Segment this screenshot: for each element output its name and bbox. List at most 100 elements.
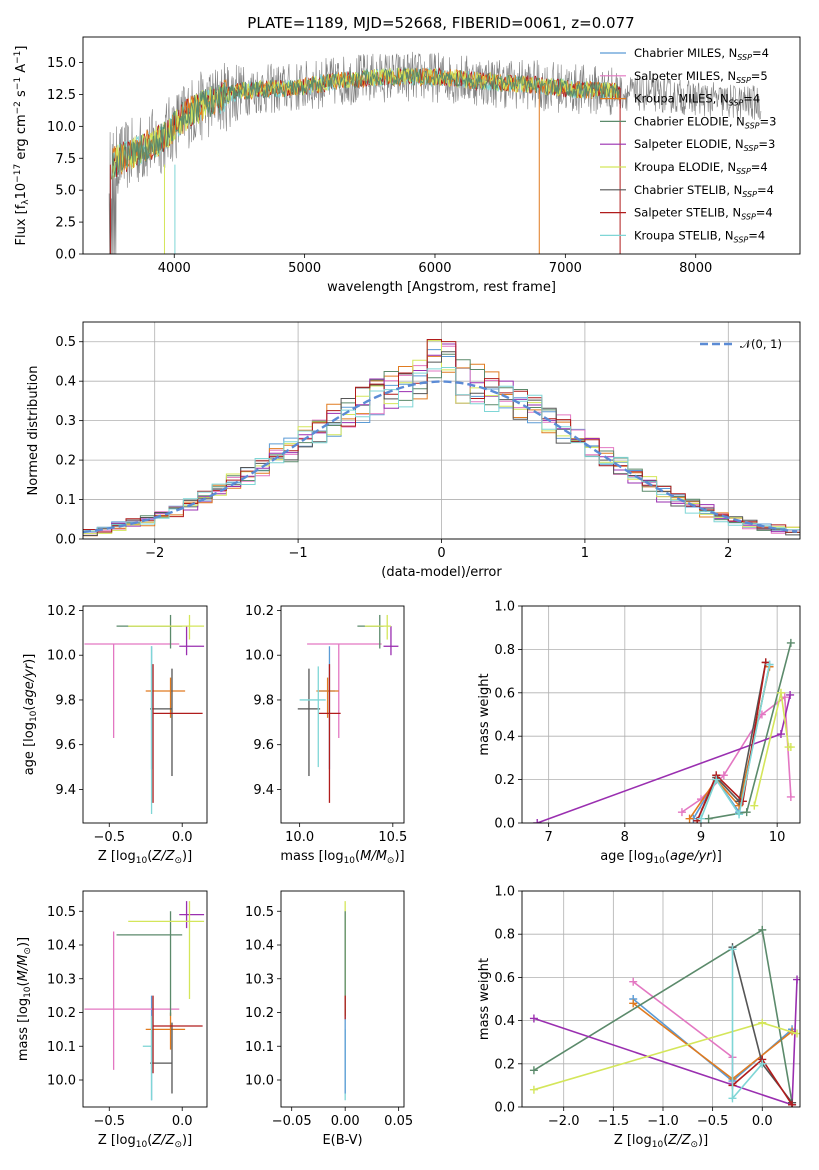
legend-entry: 𝒩(0, 1) [740,337,782,351]
y-tick-label: 9.4 [55,783,76,798]
y-tick-label: 5.0 [55,184,76,199]
y-tick-label: 10.2 [47,604,76,619]
plot-area [533,638,795,823]
data-point [685,814,694,823]
series-salpeter-elodie [533,690,795,823]
legend-entry: Chabrier ELODIE, NSSP=3 [634,114,776,130]
series-kroupa-elodie [529,1018,800,1094]
errorbar-kroupa-elodie [364,614,391,640]
x-tick-label: 7000 [549,261,582,276]
y-tick-label: 10.0 [47,1074,76,1089]
data-point [529,1066,538,1075]
panel-mass-vs-EBV: −0.05 0.00 0.05 10.0 10.1 10.2 10.3 10.4 10.5 E(B… [245,890,413,1148]
y-tick-label: 10.0 [47,649,76,664]
x-tick-label: −2 [145,546,164,561]
x-axis-label: (data-model)/error [381,565,502,580]
x-tick-label: −1.0 [647,1114,679,1129]
errorbar-kroupa-stelib [142,1015,153,1101]
y-axis-label: Normed distribution [26,366,41,496]
y-tick-label: 0.3 [55,414,76,429]
plot-area [529,925,800,1107]
errorbar-kroupa-miles [145,1012,186,1050]
y-tick-label: 15.0 [47,56,76,71]
errorbar-kroupa-elodie [128,901,205,999]
legend-entry: Kroupa STELIB, NSSP=4 [634,228,765,244]
errorbar-salpeter-stelib [318,664,341,803]
x-axis-label: Z [log10(Z/Z⊙)] [98,849,192,866]
axes-frame [82,321,801,540]
panel-mass-weight-vs-age: 7 8 9 10 0.0 0.2 0.4 0.6 0.8 1.0 age [log10(age/yr… [477,600,801,866]
errorbar-chabrier-miles [318,646,336,770]
x-tick-label: −0.05 [272,1114,312,1129]
y-tick-label: 0.1 [55,493,76,508]
x-axis-label: E(B-V) [322,1133,362,1148]
plot-area [108,51,762,254]
x-tick-label: −0.5 [697,1114,729,1129]
y-tick-label: 0.4 [55,375,76,390]
x-tick-label: 0.05 [384,1114,413,1129]
series-line [533,1021,798,1091]
data-point [529,1085,538,1094]
x-tick-label: 7 [545,830,553,845]
errorbar-salpeter-stelib [152,664,203,803]
x-tick-label: 0.0 [752,1114,773,1129]
errorbar-chabrier-stelib [297,668,321,777]
plot-area [84,901,205,1101]
series-kroupa-stelib [696,660,774,823]
y-axis-label: age [log10(age/yr)] [22,654,39,776]
data-point [529,1014,538,1023]
y-tick-label: 0.2 [494,1057,515,1072]
x-axis-label: Z [log10(Z/Z⊙)] [614,1133,708,1150]
x-tick-label: −0.5 [93,830,125,845]
y-tick-label: 0.4 [494,730,515,745]
y-tick-label: 0.5 [55,335,76,350]
y-tick-label: 10.1 [245,1040,274,1055]
data-point [788,1100,797,1107]
x-axis-label: mass [log10(M/M⊙)] [280,849,404,866]
y-tick-label: 1.0 [494,600,515,615]
x-tick-label: 10.0 [285,830,314,845]
histogram-kroupa-stelib [83,367,800,532]
errorbar-kroupa-miles [316,677,339,718]
data-point [742,808,751,817]
data-point [677,808,686,817]
errorbar-salpeter-elodie [179,626,205,656]
y-tick-label: 0.4 [494,1014,515,1029]
axes-frame [521,605,801,824]
legend: Chabrier MILES, NSSP=4 Salpeter MILES, NS… [600,46,776,244]
series-line [536,694,791,823]
histogram-salpeter-stelib [83,339,800,533]
panel-residuals: −2 −1 0 1 2 0.0 0.1 0.2 0.3 0.4 0.5 𝒩(0, 1) (data-mo… [26,321,801,580]
y-axis-label: mass weight [477,673,492,755]
panel-spectrum: 4000 5000 6000 7000 8000 0.0 2.5 5.0 7.5 10.0 12.5… [13,36,801,295]
y-tick-label: 0.0 [55,533,76,548]
model-line-chabrier-elodie [111,66,621,180]
legend-entry: Chabrier MILES, NSSP=4 [634,46,769,62]
data-point [765,660,774,669]
panel-age-vs-Z: −0.5 0.0 9.4 9.6 9.8 10.0 10.2 Z [log10(Z/Z⊙)] a… [22,604,208,866]
data-point [786,743,795,752]
errorbar-chabrier-elodie [116,911,183,1016]
y-tick-label: 0.0 [494,817,515,832]
data-point [728,945,737,954]
x-tick-label: 8000 [679,261,712,276]
data-point [712,775,721,784]
y-tick-label: 9.8 [253,693,274,708]
y-tick-label: 10.5 [47,905,76,920]
y-tick-label: 9.6 [253,738,274,753]
errorbar-chabrier-stelib [150,668,173,777]
y-axis-label: Flux [fλ10−17 erg cm−2 s−1 A−1] [13,46,31,246]
y-tick-label: 10.2 [245,604,274,619]
y-tick-label: 10.4 [245,939,274,954]
panel-age-vs-mass: 10.0 10.5 9.4 9.6 9.8 10.0 10.2 mass [log10(M/M… [245,604,407,866]
y-tick-label: 10.0 [245,649,274,664]
x-tick-label: 5000 [288,261,321,276]
errorbar-salpeter-miles [84,643,180,738]
x-tick-label: 6000 [418,261,451,276]
series-salpeter-elodie [529,975,800,1107]
axes-frame [82,605,208,824]
y-tick-label: 0.0 [494,1101,515,1116]
x-tick-label: 1 [581,546,589,561]
series-line [708,642,792,820]
data-point [750,801,759,810]
